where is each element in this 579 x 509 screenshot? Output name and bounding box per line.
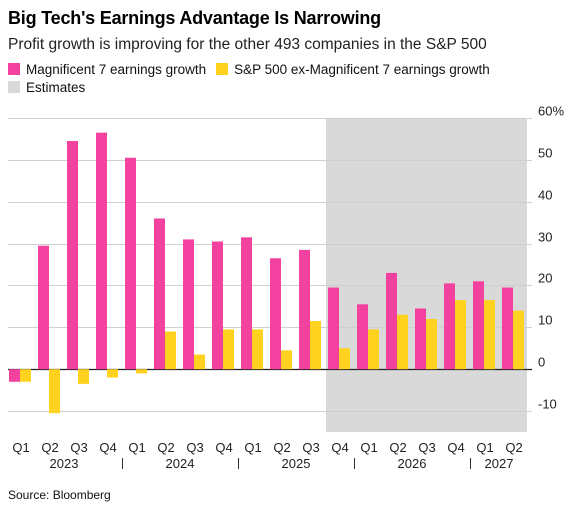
y-tick-label: 60% <box>538 104 564 119</box>
legend-swatch-ex-mag7 <box>216 63 229 75</box>
y-tick-label: 0 <box>538 355 545 370</box>
x-tick-label: Q1 <box>12 440 29 455</box>
bar-ex-mag7 <box>49 369 60 414</box>
x-tick-label: Q1 <box>476 440 493 455</box>
bar-mag7 <box>183 239 194 370</box>
legend-item-estimates: Estimates <box>8 80 85 95</box>
bar-ex-mag7 <box>513 310 524 370</box>
legend-label-estimates: Estimates <box>26 79 86 95</box>
legend-item-mag7: Magnificent 7 earnings growth <box>8 62 206 77</box>
bar-ex-mag7 <box>426 318 437 370</box>
bar-mag7 <box>154 218 165 370</box>
bar-mag7 <box>328 287 339 370</box>
bar-mag7 <box>241 237 252 370</box>
bar-mag7 <box>38 245 49 370</box>
legend-swatch-estimates <box>8 81 20 93</box>
legend-label-ex-mag7: S&P 500 ex-Magnificent 7 earnings growth <box>234 61 490 77</box>
bar-mag7 <box>473 281 484 370</box>
y-tick-label: 40 <box>538 188 552 203</box>
bar-mag7 <box>270 258 281 370</box>
year-label: 2025 <box>282 456 311 471</box>
bar-ex-mag7 <box>78 369 89 384</box>
bar-mag7 <box>125 157 136 370</box>
x-tick-label: Q3 <box>70 440 87 455</box>
legend: Magnificent 7 earnings growth S&P 500 ex… <box>8 60 500 96</box>
bar-ex-mag7 <box>136 369 147 374</box>
x-tick-label: Q4 <box>447 440 464 455</box>
bar-ex-mag7 <box>397 314 408 370</box>
bar-ex-mag7 <box>223 329 234 370</box>
year-label: 2027 <box>485 456 514 471</box>
bar-mag7 <box>299 249 310 370</box>
x-tick-label: Q3 <box>418 440 435 455</box>
bar-mag7 <box>9 369 20 382</box>
x-tick-label: Q2 <box>505 440 522 455</box>
legend-item-ex-mag7: S&P 500 ex-Magnificent 7 earnings growth <box>216 62 490 77</box>
estimates-region <box>326 118 527 432</box>
y-tick-label: 30 <box>538 230 552 245</box>
bar-mag7 <box>386 272 397 370</box>
x-tick-label: Q1 <box>128 440 145 455</box>
y-tick-label: 50 <box>538 146 552 161</box>
year-label: 2024 <box>166 456 195 471</box>
y-tick-label: 10 <box>538 313 552 328</box>
x-tick-label: Q4 <box>99 440 116 455</box>
y-tick-label: 20 <box>538 271 552 286</box>
bar-mag7 <box>67 141 78 370</box>
x-tick-label: Q1 <box>244 440 261 455</box>
bar-ex-mag7 <box>281 350 292 370</box>
bar-ex-mag7 <box>455 300 466 370</box>
legend-label-mag7: Magnificent 7 earnings growth <box>26 61 207 77</box>
legend-swatch-mag7 <box>8 63 20 75</box>
bar-ex-mag7 <box>20 369 31 382</box>
x-tick-label: Q4 <box>331 440 348 455</box>
bar-mag7 <box>212 241 223 370</box>
x-tick-label: Q2 <box>41 440 58 455</box>
bar-mag7 <box>96 132 107 370</box>
chart-title: Big Tech's Earnings Advantage Is Narrowi… <box>8 8 381 28</box>
bar-mag7 <box>357 304 368 370</box>
bar-ex-mag7 <box>165 331 176 370</box>
bar-ex-mag7 <box>484 300 495 370</box>
bar-ex-mag7 <box>252 329 263 370</box>
chart-subtitle: Profit growth is improving for the other… <box>8 36 487 53</box>
x-tick-label: Q4 <box>215 440 232 455</box>
x-tick-label: Q3 <box>302 440 319 455</box>
source-note: Source: Bloomberg <box>8 488 111 502</box>
bar-ex-mag7 <box>368 329 379 370</box>
bar-mag7 <box>502 287 513 370</box>
x-tick-label: Q3 <box>186 440 203 455</box>
year-label: 2023 <box>50 456 79 471</box>
x-tick-label: Q2 <box>273 440 290 455</box>
bar-mag7 <box>444 283 455 370</box>
bar-mag7 <box>415 308 426 370</box>
bar-ex-mag7 <box>310 321 321 370</box>
y-tick-label: -10 <box>538 397 557 412</box>
year-label: 2026 <box>398 456 427 471</box>
x-tick-label: Q1 <box>360 440 377 455</box>
x-tick-label: Q2 <box>389 440 406 455</box>
bar-ex-mag7 <box>194 354 205 370</box>
x-tick-label: Q2 <box>157 440 174 455</box>
bar-ex-mag7 <box>339 348 350 370</box>
bar-ex-mag7 <box>107 369 118 378</box>
